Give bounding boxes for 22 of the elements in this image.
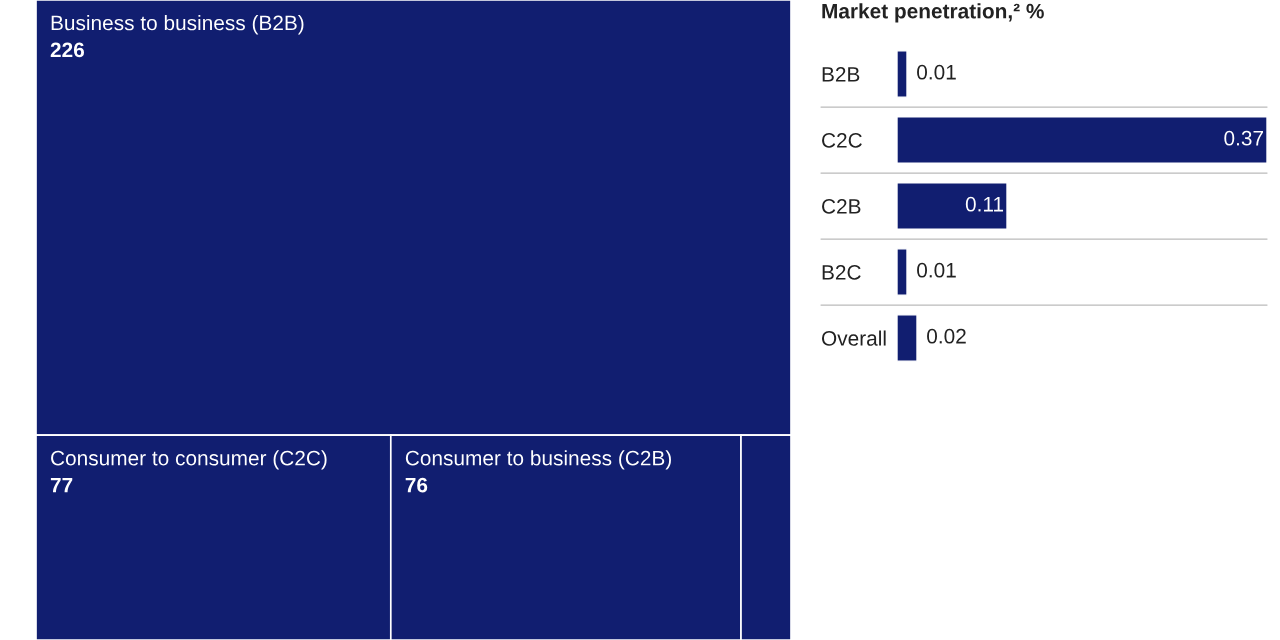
y-tick-label: Overall	[821, 330, 886, 346]
data-label: 0.01	[917, 262, 956, 278]
bar	[897, 314, 918, 362]
data-label: 0.02	[927, 328, 966, 344]
category-label: Consumer to business (C2B)	[405, 450, 671, 470]
chart-title: Market penetration,² %	[822, 3, 1044, 23]
y-tick-label: C2B	[822, 199, 861, 214]
data-label: 0.11	[965, 196, 1004, 212]
bar	[897, 182, 1008, 230]
bar	[897, 50, 908, 98]
y-tick-label: B2B	[822, 67, 860, 82]
data-label: 77	[50, 477, 73, 493]
bar	[897, 116, 1267, 164]
category-label: Business to business (B2B)	[51, 15, 304, 35]
data-label: 0.01	[917, 64, 956, 80]
y-tick-label: C2C	[822, 133, 862, 148]
bar	[897, 248, 908, 296]
category-label: Consumer to consumer (C2C)	[51, 450, 327, 470]
data-label: 76	[405, 477, 428, 493]
data-label: 226	[50, 42, 85, 58]
y-tick-label: B2C	[822, 265, 861, 280]
data-label: 0.37	[1224, 130, 1263, 146]
